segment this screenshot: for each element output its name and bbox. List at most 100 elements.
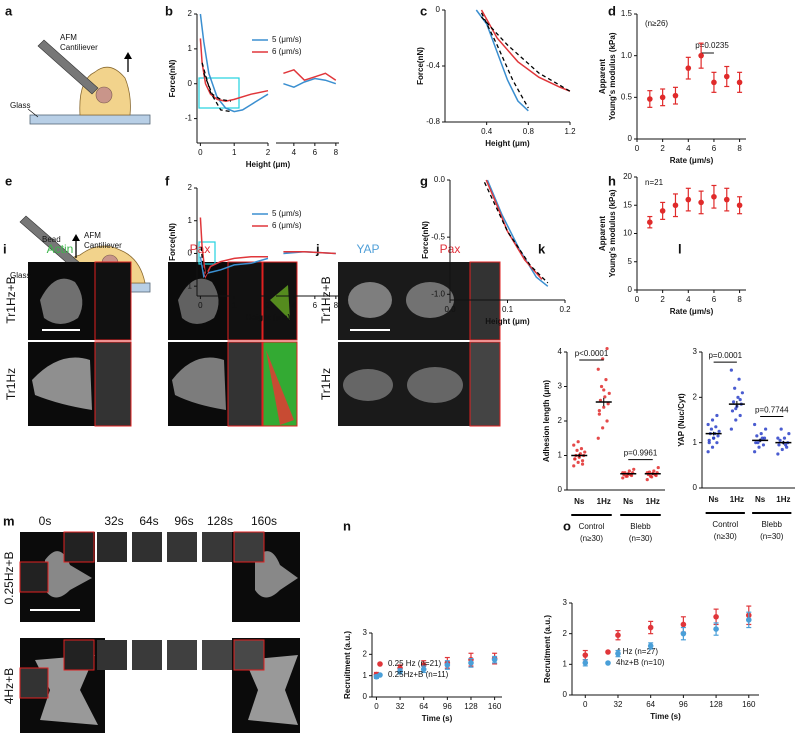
data-point bbox=[607, 391, 611, 395]
panel-label: d bbox=[608, 3, 616, 18]
point bbox=[615, 632, 621, 638]
legend-label: 5 (μm/s) bbox=[272, 209, 302, 218]
data-point bbox=[753, 422, 757, 427]
crop bbox=[233, 531, 265, 563]
y-axis-label: Apparent bbox=[598, 216, 607, 251]
data-point bbox=[601, 426, 605, 430]
y-tick-label: 5 bbox=[628, 257, 633, 266]
y-tick-label: 1 bbox=[558, 451, 563, 460]
fit-line bbox=[201, 62, 231, 113]
y-tick-label: 0 bbox=[558, 485, 563, 494]
fit-line bbox=[481, 16, 571, 92]
data-point bbox=[602, 405, 606, 409]
cell-image bbox=[407, 367, 463, 403]
x-tick-label: 128 bbox=[464, 702, 478, 711]
channel: Actin bbox=[47, 242, 74, 256]
data-point bbox=[715, 441, 719, 445]
y-tick-label: -1.0 bbox=[431, 289, 445, 298]
y-axis-label: Recruitment (a.u.) bbox=[343, 631, 352, 699]
panel-label: m bbox=[3, 513, 15, 528]
cell-image bbox=[35, 655, 98, 725]
point bbox=[711, 79, 717, 86]
y-tick-label: 0 bbox=[188, 79, 193, 88]
x-tick-label: 0.1 bbox=[502, 305, 514, 314]
group-label: (n≥30) bbox=[714, 532, 737, 541]
point bbox=[672, 92, 679, 99]
data-point bbox=[780, 447, 784, 452]
data-point bbox=[738, 398, 742, 402]
panel-label: j bbox=[315, 241, 320, 256]
cell-image bbox=[172, 357, 226, 410]
x-tick-label: 1 bbox=[232, 148, 237, 157]
data-point bbox=[580, 459, 585, 463]
point bbox=[680, 630, 687, 637]
y-tick-label: 2 bbox=[188, 183, 193, 192]
data-point bbox=[717, 429, 721, 433]
y-tick-label: 0 bbox=[628, 134, 633, 143]
category-label: 1Hz bbox=[597, 497, 611, 506]
point bbox=[698, 199, 704, 206]
label: Bead bbox=[42, 235, 61, 244]
data-point bbox=[707, 441, 711, 445]
y-tick-label: -0.4 bbox=[426, 61, 440, 70]
time-label: 32s bbox=[104, 514, 123, 528]
data-point bbox=[715, 413, 719, 418]
data-point bbox=[624, 474, 628, 478]
x-tick-label: 64 bbox=[419, 702, 428, 711]
inset bbox=[19, 561, 49, 593]
y-tick-label: 1 bbox=[188, 44, 193, 53]
data-point bbox=[714, 425, 718, 429]
point bbox=[647, 624, 654, 631]
data-point bbox=[712, 436, 716, 440]
category-label: Ns bbox=[623, 497, 634, 506]
data-point bbox=[627, 469, 631, 473]
fit-line bbox=[483, 182, 549, 284]
data-point bbox=[761, 443, 766, 447]
data-point bbox=[621, 476, 625, 480]
data-point bbox=[709, 427, 714, 431]
cell-image bbox=[348, 282, 392, 318]
fit-line bbox=[200, 246, 210, 277]
data-point bbox=[734, 418, 738, 422]
data-point bbox=[580, 462, 585, 466]
x-tick-label: 8 bbox=[334, 148, 339, 157]
x-tick-label: 64 bbox=[646, 700, 655, 709]
y-tick-label: 1 bbox=[363, 671, 368, 680]
x-axis-label: Height (μm) bbox=[485, 139, 530, 148]
data-point bbox=[779, 427, 783, 431]
x-tick-label: 96 bbox=[443, 702, 452, 711]
y-tick-label: 1.5 bbox=[621, 9, 633, 18]
merge bbox=[270, 285, 290, 320]
y-tick-label: 20 bbox=[623, 172, 632, 181]
y-tick-label: 0.5 bbox=[621, 92, 633, 101]
point bbox=[680, 621, 687, 628]
y-tick-label: 15 bbox=[623, 200, 632, 209]
crop bbox=[97, 640, 127, 670]
y-tick-label: -1 bbox=[185, 114, 193, 123]
annotation: (n≥26) bbox=[645, 19, 668, 28]
data-point bbox=[645, 478, 649, 482]
crop bbox=[132, 640, 162, 670]
label: Glass bbox=[10, 101, 30, 110]
point bbox=[672, 202, 679, 209]
data-point bbox=[738, 413, 742, 418]
point bbox=[647, 643, 654, 649]
data-point bbox=[729, 368, 733, 372]
panel-label: l bbox=[678, 241, 682, 256]
annotation: p<0.0001 bbox=[575, 349, 609, 358]
category-label: 1Hz bbox=[776, 495, 790, 504]
x-axis-label: Time (s) bbox=[650, 712, 681, 721]
channel: Pax bbox=[190, 242, 211, 256]
panel-label: i bbox=[3, 241, 7, 256]
merge bbox=[266, 350, 294, 425]
x-tick-label: 2 bbox=[266, 301, 271, 310]
crop bbox=[469, 261, 501, 341]
x-tick-label: 0.4 bbox=[481, 127, 493, 136]
data-point bbox=[707, 438, 711, 442]
cell-image bbox=[343, 369, 393, 401]
data-point bbox=[755, 434, 759, 438]
point bbox=[468, 660, 474, 666]
time-label: 160s bbox=[251, 514, 277, 528]
y-tick-label: 0 bbox=[563, 690, 568, 699]
